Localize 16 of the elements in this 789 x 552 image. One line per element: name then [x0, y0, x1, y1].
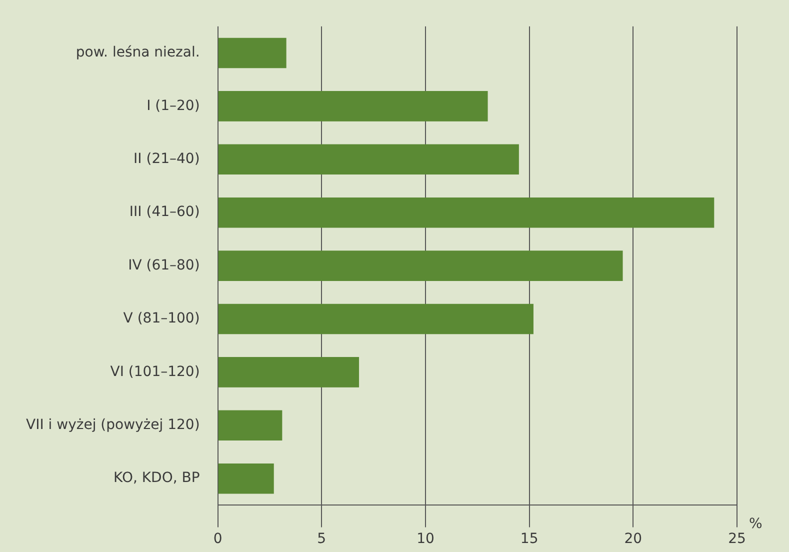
- x-tick-label: 10: [416, 531, 434, 548]
- y-tick-label: VII i wyżej (powyżej 120): [26, 417, 200, 434]
- y-tick-label: I (1–20): [146, 98, 200, 114]
- x-tick-label: 25: [728, 531, 746, 548]
- y-tick-label: V (81–100): [123, 310, 200, 327]
- x-axis-title: %: [749, 516, 762, 532]
- x-tick-label: 15: [520, 531, 538, 548]
- x-tick-label: 5: [317, 531, 326, 548]
- y-tick-label: VI (101–120): [110, 364, 200, 380]
- y-tick-label: KO, KDO, BP: [114, 470, 200, 486]
- x-tick-label: 0: [213, 531, 222, 548]
- y-tick-label: III (41–60): [129, 204, 200, 220]
- x-tick-label: 20: [624, 531, 642, 548]
- y-tick-label: pow. leśna niezal.: [76, 44, 200, 61]
- y-tick-label: II (21–40): [134, 151, 200, 168]
- y-tick-label: IV (61–80): [128, 257, 200, 274]
